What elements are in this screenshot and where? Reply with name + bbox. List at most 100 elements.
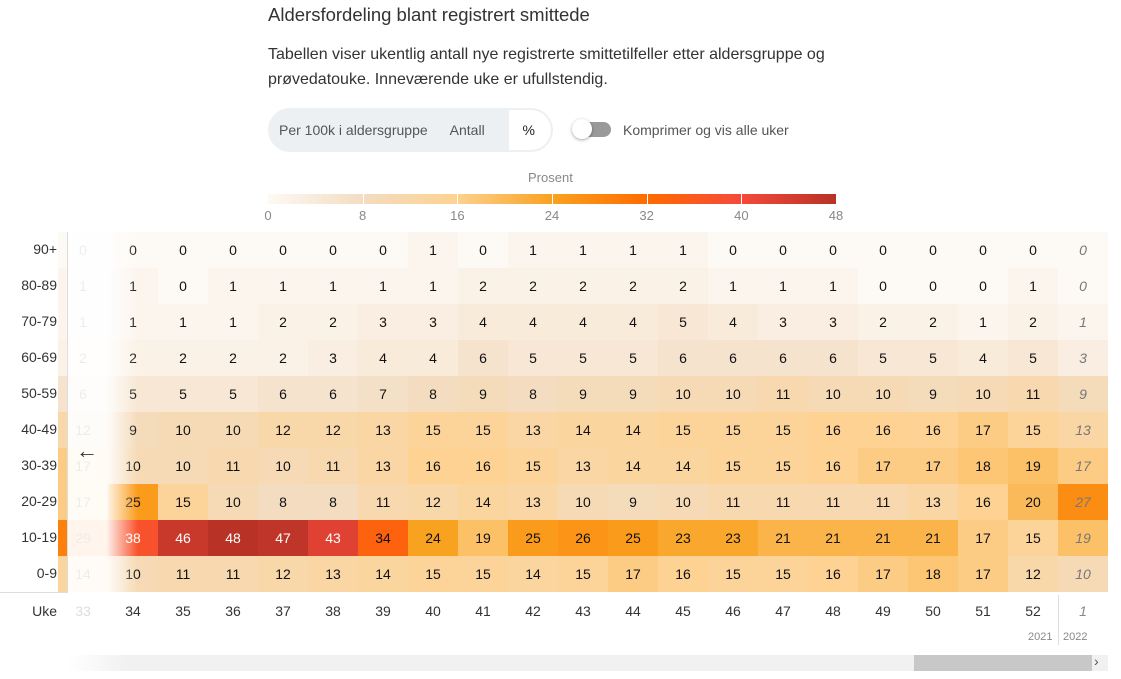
heatmap-cell: 1 — [558, 232, 608, 268]
heatmap-cell: 16 — [958, 484, 1008, 520]
heatmap-cell: 10 — [158, 412, 208, 448]
heatmap-cell: 26 — [558, 520, 608, 556]
chart-title: Aldersfordeling blant registrert smitted… — [268, 4, 590, 25]
heatmap-cell: 10 — [208, 484, 258, 520]
legend-tick: 48 — [828, 208, 844, 223]
heatmap-cell: 0 — [1058, 232, 1108, 268]
heatmap-cell: 15 — [158, 484, 208, 520]
age-group-label: 20-29 — [21, 493, 57, 509]
heatmap-cell: 3 — [808, 304, 858, 340]
legend-tick: 8 — [359, 208, 367, 223]
heatmap-cell: 15 — [758, 412, 808, 448]
heatmap-cell: 5 — [858, 340, 908, 376]
week-label: 51 — [975, 603, 991, 619]
week-label: 42 — [525, 603, 541, 619]
heatmap-cell: 1 — [408, 232, 458, 268]
heatmap-cell: 15 — [758, 556, 808, 592]
heatmap-cell: 1 — [808, 268, 858, 304]
horizontal-scrollbar[interactable] — [68, 655, 1108, 671]
week-label: 48 — [825, 603, 841, 619]
heatmap-cell: 2 — [858, 304, 908, 340]
heatmap-cell: 2 — [208, 340, 258, 376]
heatmap-cell: 11 — [158, 556, 208, 592]
heatmap-cell: 2 — [908, 304, 958, 340]
heatmap-cell: 0 — [458, 232, 508, 268]
heatmap-cell: 12 — [408, 484, 458, 520]
heatmap-cell: 1 — [308, 268, 358, 304]
heatmap-cell: 2 — [1008, 304, 1058, 340]
heatmap-cell: 16 — [908, 412, 958, 448]
heatmap-cell: 24 — [408, 520, 458, 556]
heatmap-cell: 1 — [508, 232, 558, 268]
heatmap-cell: 2 — [258, 340, 308, 376]
heatmap-cell: 13 — [1058, 412, 1108, 448]
heatmap-cell: 17 — [958, 520, 1008, 556]
heatmap-cell: 5 — [558, 340, 608, 376]
heatmap-cell: 11 — [758, 484, 808, 520]
heatmap-cell: 4 — [558, 304, 608, 340]
option-percent[interactable]: % — [508, 110, 551, 150]
heatmap-cell: 11 — [208, 556, 258, 592]
heatmap-cell: 0 — [258, 232, 308, 268]
scroll-right-chevron-icon[interactable]: › — [1094, 653, 1099, 669]
option-per-100k[interactable]: Per 100k i aldersgruppe — [279, 122, 428, 138]
legend-tick: 32 — [639, 208, 654, 223]
year-divider — [1058, 595, 1059, 645]
heatmap-cell: 4 — [958, 340, 1008, 376]
heatmap-cell: 2 — [458, 268, 508, 304]
heatmap-cell: 15 — [408, 556, 458, 592]
heatmap-cell: 1 — [708, 268, 758, 304]
heatmap-cell: 13 — [908, 484, 958, 520]
heatmap-cell: 16 — [808, 448, 858, 484]
heatmap-cell: 21 — [758, 520, 808, 556]
heatmap-cell: 21 — [858, 520, 908, 556]
heatmap-cell: 4 — [508, 304, 558, 340]
heatmap-cell: 15 — [708, 556, 758, 592]
heatmap-cell: 0 — [758, 232, 808, 268]
heatmap-cell: 17 — [1058, 448, 1108, 484]
heatmap-cell: 10 — [1058, 556, 1108, 592]
week-label: 47 — [775, 603, 791, 619]
heatmap-cell: 9 — [458, 376, 508, 412]
compress-toggle[interactable] — [572, 119, 611, 139]
week-label: 41 — [475, 603, 491, 619]
heatmap-cell: 0 — [958, 268, 1008, 304]
heatmap-cell: 15 — [458, 556, 508, 592]
heatmap-cell: 5 — [1008, 340, 1058, 376]
heatmap-cell: 13 — [358, 412, 408, 448]
heatmap-cell: 15 — [1008, 412, 1058, 448]
heatmap-cell: 6 — [308, 376, 358, 412]
heatmap-cell: 9 — [1058, 376, 1108, 412]
heatmap-cell: 1 — [208, 268, 258, 304]
legend-title: Prosent — [528, 170, 573, 185]
heatmap-cell: 3 — [358, 304, 408, 340]
heatmap-cell: 2 — [258, 304, 308, 340]
heatmap-cell: 4 — [358, 340, 408, 376]
divider — [67, 232, 68, 592]
year-label-2021: 2021 — [1028, 631, 1053, 643]
heatmap-cell: 6 — [458, 340, 508, 376]
legend-separator — [646, 194, 648, 204]
heatmap-cell: 12 — [258, 556, 308, 592]
heatmap-cell: 11 — [758, 376, 808, 412]
heatmap-cell: 0 — [158, 232, 208, 268]
heatmap-cell: 1 — [658, 232, 708, 268]
heatmap-cell: 18 — [908, 556, 958, 592]
heatmap-cell: 0 — [308, 232, 358, 268]
heatmap-cell: 8 — [508, 376, 558, 412]
heatmap-cell: 2 — [658, 268, 708, 304]
heatmap-cell: 15 — [658, 412, 708, 448]
scrollbar-thumb[interactable] — [914, 655, 1092, 671]
heatmap-cell: 48 — [208, 520, 258, 556]
option-antall[interactable]: Antall — [449, 122, 485, 138]
heatmap-cell: 9 — [558, 376, 608, 412]
heatmap-cell: 15 — [408, 412, 458, 448]
heatmap-cell: 5 — [158, 376, 208, 412]
heatmap-cell: 15 — [458, 412, 508, 448]
heatmap-cell: 10 — [558, 484, 608, 520]
heatmap-cell: 10 — [708, 376, 758, 412]
age-group-label: 10-19 — [21, 529, 57, 545]
divider — [0, 592, 68, 593]
scroll-left-arrow-icon[interactable]: ← — [76, 438, 98, 463]
heatmap-cell: 34 — [358, 520, 408, 556]
